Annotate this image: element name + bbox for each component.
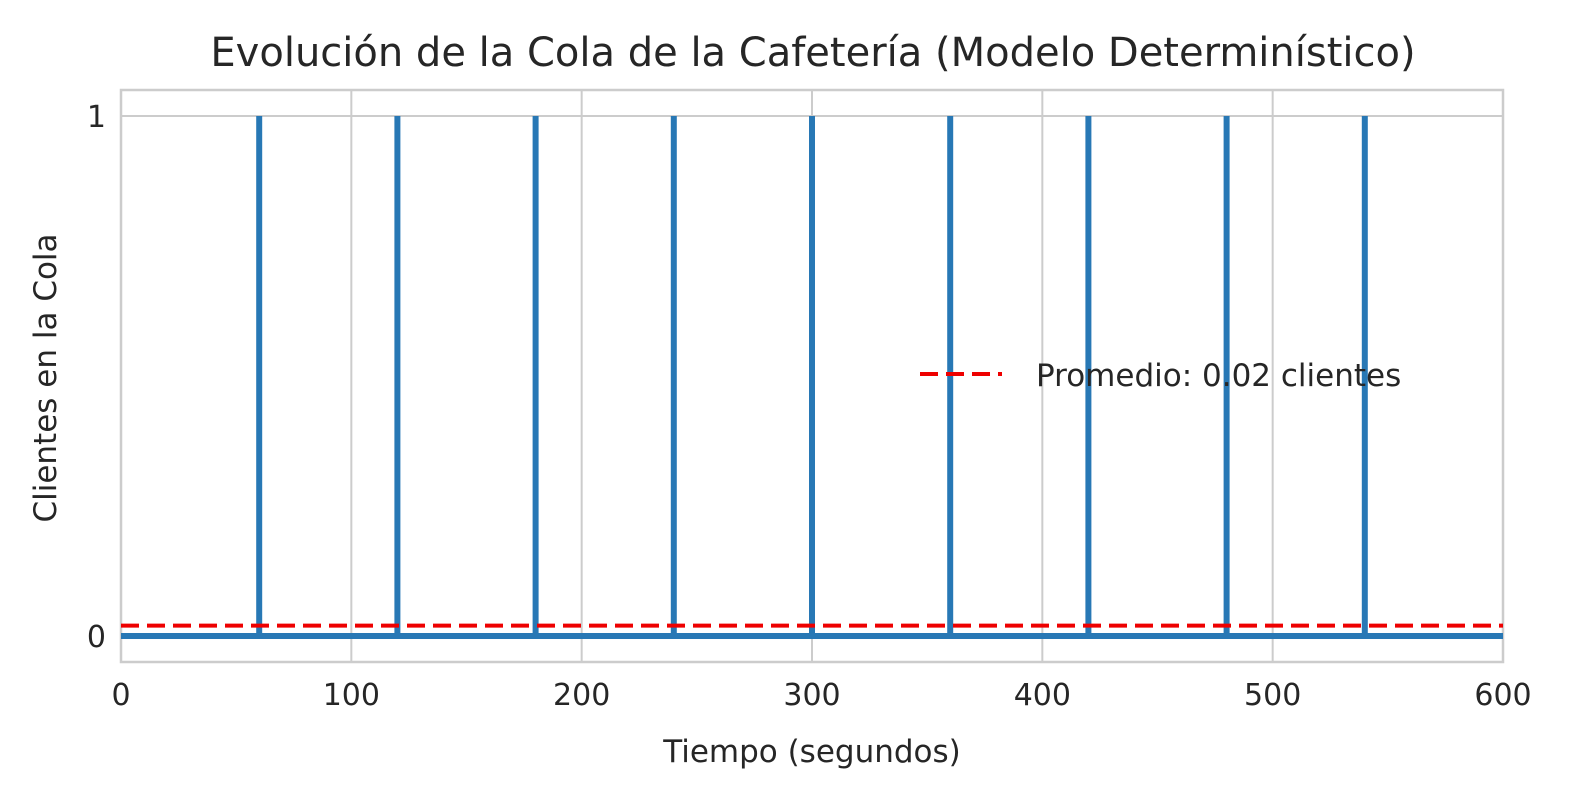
- tick-labels: 0 100 200 300 400 500 600 0 1: [87, 100, 1532, 713]
- x-axis-label: Tiempo (segundos): [662, 734, 961, 770]
- legend: Promedio: 0.02 clientes: [920, 358, 1401, 394]
- y-tick-label: 0: [87, 620, 106, 655]
- x-tick-label: 200: [553, 678, 610, 713]
- x-tick-label: 0: [111, 678, 130, 713]
- plot-area-frame: [119, 88, 1505, 664]
- x-tick-label: 100: [323, 678, 380, 713]
- y-axis-label: Clientes en la Cola: [28, 233, 64, 522]
- x-tick-label: 600: [1474, 678, 1531, 713]
- series-layer: [121, 116, 1503, 639]
- x-tick-label: 400: [1014, 678, 1071, 713]
- chart-title: Evolución de la Cola de la Cafetería (Mo…: [210, 30, 1415, 76]
- y-tick-label: 1: [87, 100, 106, 135]
- x-tick-label: 500: [1244, 678, 1301, 713]
- legend-mean-label: Promedio: 0.02 clientes: [1036, 358, 1401, 394]
- x-tick-label: 300: [783, 678, 840, 713]
